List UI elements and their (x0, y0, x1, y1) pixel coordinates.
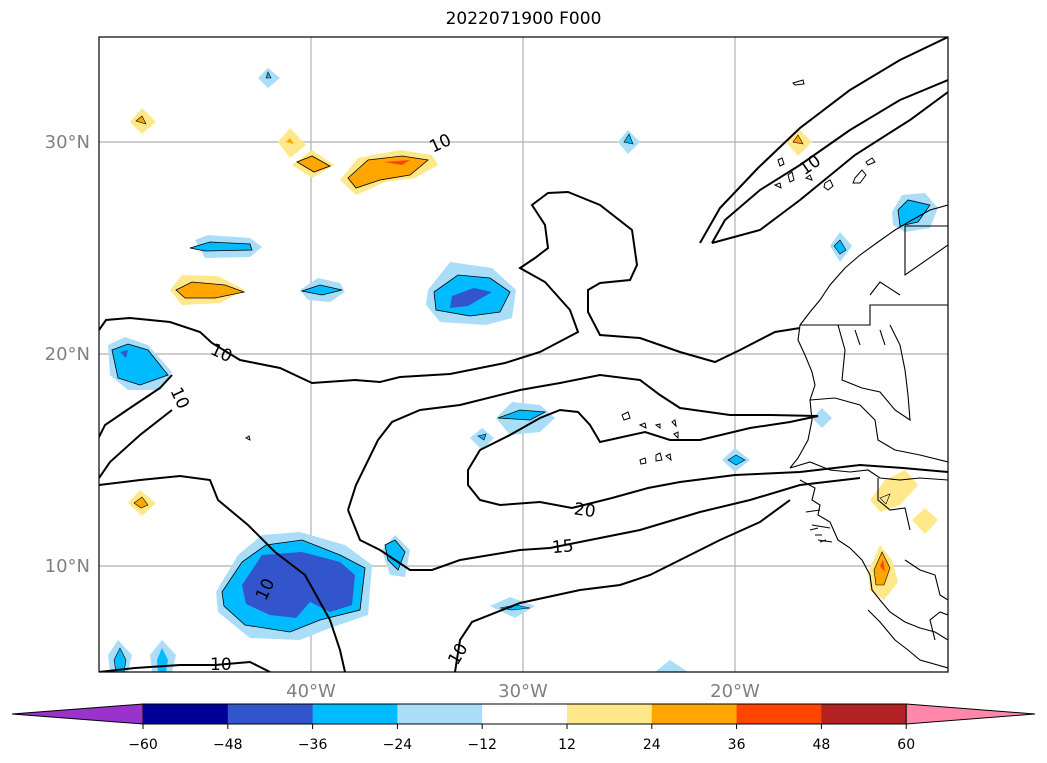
lon-label-30w: 30°W (498, 681, 548, 702)
colorbar-extend-low (11, 703, 144, 725)
colorbar-segment (397, 704, 483, 724)
colorbar-segment (821, 704, 907, 724)
colorbar-tick-label: 36 (728, 737, 746, 753)
colorbar-tick-label: −48 (213, 737, 243, 753)
colorbar-tick-label: −36 (298, 737, 328, 753)
contour-label: 10 (210, 655, 232, 675)
warm-anomalies (128, 108, 938, 600)
blue-anomalies (108, 68, 938, 672)
lon-label-40w: 40°W (286, 681, 336, 702)
plot-frame (98, 36, 949, 673)
colorbar-tick-label: −12 (467, 737, 497, 753)
contour-lines (99, 37, 948, 672)
colorbar-segment (567, 704, 653, 724)
islands (245, 79, 876, 543)
colorbar-tick-label: 60 (897, 737, 915, 753)
contour-label: 10 (207, 340, 235, 367)
lon-label-20w: 20°W (710, 681, 760, 702)
colorbar-outline (143, 703, 907, 725)
colorbar-extend-high (905, 703, 1036, 725)
contour-label: 10 (796, 151, 825, 180)
contour-label: 10 (166, 384, 193, 412)
colorbar-ticks: −60 −48 −36 −24 −12 12 24 36 48 60 (128, 724, 915, 753)
longitude-labels: 40°W 30°W 20°W (286, 681, 760, 702)
lat-label-20n: 20°N (45, 344, 90, 365)
colorbar-tick-label: 48 (812, 737, 830, 753)
colorbar-tick-label: −24 (383, 737, 413, 753)
colorbar-segment (227, 704, 314, 724)
colorbar-tick-label: 24 (643, 737, 661, 753)
coastlines (789, 204, 948, 669)
colorbar-segment (143, 704, 229, 724)
colorbar-tick-label: 12 (558, 737, 576, 753)
colorbar (11, 703, 1036, 725)
colorbar-segment (482, 704, 568, 724)
colorbar-tick-label: −60 (128, 737, 158, 753)
colorbar-segment (651, 704, 738, 724)
contour-label: 20 (573, 499, 597, 522)
colorbar-segment (736, 704, 822, 724)
contour-label: 10 (444, 640, 472, 669)
map-title: 2022071900 F000 (445, 9, 602, 29)
contour-label: 15 (551, 536, 574, 558)
contour-labels: 10 10 10 10 10 10 20 15 10 (166, 130, 825, 675)
lat-label-10n: 10°N (45, 556, 90, 577)
lat-label-30n: 30°N (45, 132, 90, 153)
latitude-labels: 30°N 20°N 10°N (45, 132, 90, 577)
colorbar-segment (312, 704, 398, 724)
contour-label: 10 (427, 130, 455, 157)
